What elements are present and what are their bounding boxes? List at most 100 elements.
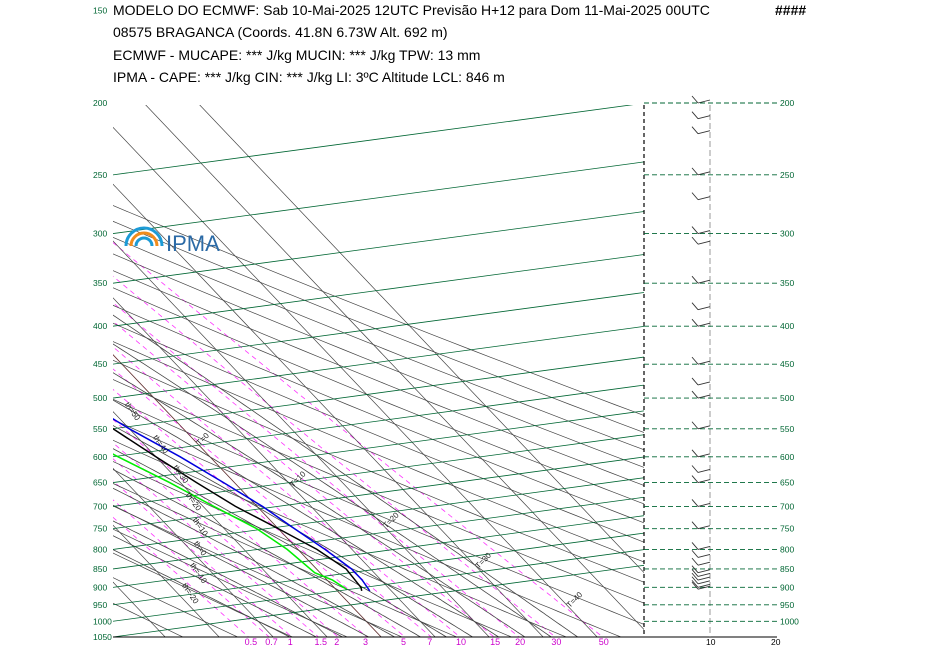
wind-barb-staff <box>691 377 699 386</box>
wind-barb <box>691 167 711 176</box>
wind-barb <box>691 377 711 386</box>
isotherm-line <box>113 126 598 637</box>
axes-labels: 0.5 0.7 1 1.5 2 3 5 7 10 15 20 30 50 150 200 250 300 350 4… <box>93 5 799 647</box>
mixing-ratio-line <box>113 320 495 637</box>
dry-adiabat-line <box>113 304 644 524</box>
mixing-ratio-lines <box>113 242 604 637</box>
wind-barb-staff <box>691 236 699 245</box>
mixing-ratio-label: 50 <box>599 637 609 647</box>
wind-barb-staff <box>691 275 699 284</box>
wind-barb-flag <box>697 553 711 558</box>
wind-barb-staff <box>691 550 699 558</box>
wind-barb <box>691 226 711 235</box>
right-pressure-label: 650 <box>780 478 794 488</box>
moist-adiabat-line <box>113 343 553 637</box>
wind-barb-flag <box>697 279 711 284</box>
wind-barb <box>691 111 711 120</box>
wind-axis-label: 10 <box>706 637 716 647</box>
run-info: MODELO DO ECMWF: Sab 10-Mai-2025 12UTC P… <box>113 2 710 18</box>
moist-adiabats <box>113 314 579 637</box>
wind-barb <box>691 569 711 577</box>
wind-barb-flag <box>697 425 711 430</box>
wind-barb <box>691 449 711 458</box>
isobar-line <box>113 496 644 570</box>
wind-barb-flag <box>697 502 711 507</box>
wind-barb <box>691 390 711 399</box>
wind-barb <box>691 192 711 201</box>
mixing-ratio-label: 20 <box>515 637 525 647</box>
wind-barb-flag <box>697 306 711 311</box>
wind-barb <box>691 581 711 590</box>
dry-adiabat-label: th=20 <box>184 491 203 513</box>
dry-adiabat-line <box>113 379 644 604</box>
dry-adiabat-line <box>113 205 644 416</box>
pressure-label: 850 <box>93 564 107 574</box>
isotherm-line <box>145 105 644 630</box>
mixing-ratio-label: 1 <box>288 637 293 647</box>
wind-barb-flag <box>697 453 711 458</box>
moist-adiabat-line <box>113 425 474 637</box>
dry-adiabat-line <box>113 359 644 583</box>
ipma-indices: IPMA - CAPE: *** J/kg CIN: *** J/kg LI: … <box>113 69 505 85</box>
pressure-label: 900 <box>93 582 107 592</box>
wind-barb-flag <box>697 360 711 365</box>
moist-adiabat-line <box>113 314 579 637</box>
right-pressure-label: 550 <box>780 424 794 434</box>
plot-frame <box>113 105 777 638</box>
dry-adiabat-line <box>113 505 403 637</box>
wind-barb-staff <box>691 449 699 458</box>
header-tag: #### <box>775 2 807 18</box>
pressure-label: 400 <box>93 321 107 331</box>
isobar-line <box>113 325 644 399</box>
wind-barb <box>691 302 711 311</box>
profiles <box>113 418 371 592</box>
right-pressure-label: 200 <box>780 98 794 108</box>
mixing-ratio-line <box>113 516 250 637</box>
wind-barb-staff <box>691 475 699 483</box>
wind-barb-staff <box>691 421 699 430</box>
isobar-line <box>113 477 644 550</box>
pressure-label: 800 <box>93 544 107 554</box>
isobar-line <box>113 515 644 588</box>
isotherm-line <box>113 240 490 637</box>
dry-adiabat-line <box>113 419 622 637</box>
wind-barb-staff <box>691 126 699 134</box>
right-pressure-label: 500 <box>780 393 794 403</box>
wind-barb-flag <box>697 576 711 581</box>
isobar-line <box>113 384 644 458</box>
dry-adiabat-line <box>113 237 644 451</box>
isobar-line <box>113 292 644 365</box>
isobar-line <box>113 564 644 637</box>
wind-barb-staff <box>691 356 699 365</box>
dewpoint-profile-line <box>113 453 347 590</box>
moist-adiabat-line <box>113 520 344 637</box>
moist-adiabat-line <box>113 504 370 637</box>
wind-barb-flag <box>697 130 711 135</box>
wind-barb-flag <box>697 569 711 574</box>
wind-barb-flag <box>697 99 711 104</box>
right-pressure-label: 350 <box>780 278 794 288</box>
isotherms <box>113 105 644 637</box>
isotherm-line <box>113 581 166 637</box>
mixing-ratio-line <box>113 480 293 637</box>
right-pressure-label: 900 <box>780 582 794 592</box>
isotherm-line <box>113 411 328 637</box>
wind-barb <box>691 465 711 473</box>
isobar-line <box>113 549 644 622</box>
wind-barb <box>691 576 711 585</box>
isotherm-line <box>113 467 274 637</box>
dry-adiabat-line <box>113 528 348 637</box>
ecmwf-indices: ECMWF - MUCAPE: *** J/kg MUCIN: *** J/kg… <box>113 47 481 63</box>
mixing-ratio-label: 1.5 <box>315 637 328 647</box>
wind-barb <box>691 557 711 566</box>
right-pressure-label: 700 <box>780 501 794 511</box>
wind-barb <box>691 475 711 483</box>
wind-barb-staff <box>691 167 699 176</box>
mixing-ratio-label: 15 <box>490 637 500 647</box>
wind-barb-staff <box>691 302 699 310</box>
mixing-ratio-label: 0.5 <box>245 637 258 647</box>
wind-barb-staff <box>691 521 699 529</box>
wind-barb-staff <box>691 580 699 588</box>
wind-barb-staff <box>691 95 699 104</box>
